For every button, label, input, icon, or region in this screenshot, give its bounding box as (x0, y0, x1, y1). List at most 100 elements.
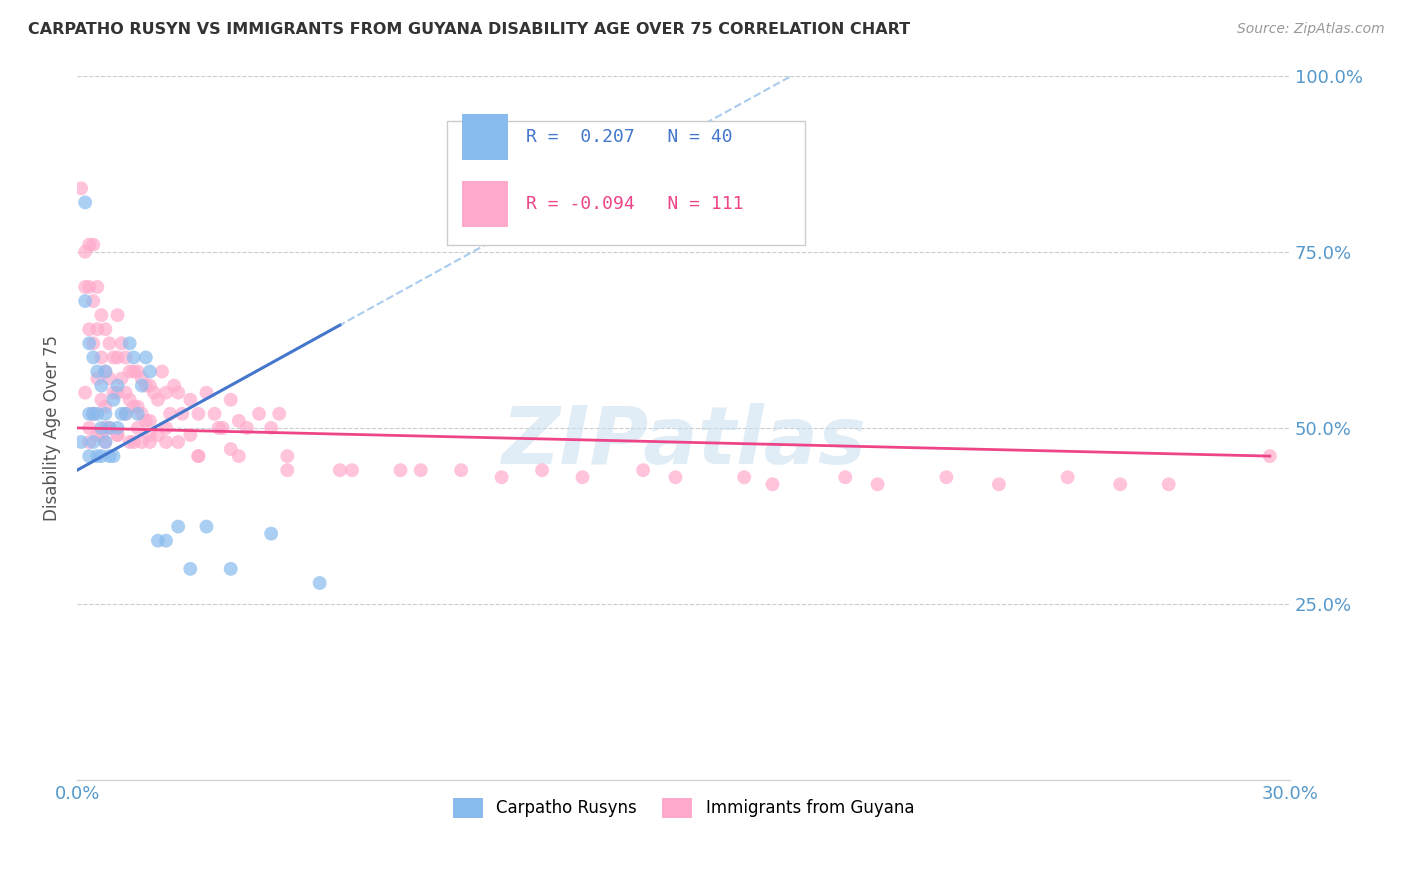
Point (195, 385, 218, 400)
Point (90, 308, 112, 322)
Point (139, 378, 162, 392)
Point (118, 435, 141, 450)
Point (1056, 470, 1078, 484)
Point (86, 280, 108, 294)
Point (131, 407, 153, 421)
Point (75, 385, 97, 400)
Point (204, 407, 226, 421)
Point (127, 365, 149, 379)
Point (107, 385, 129, 400)
Point (90, 428, 112, 442)
Point (866, 477, 889, 491)
Point (450, 463, 472, 477)
Point (70, 435, 93, 450)
Point (935, 470, 957, 484)
Point (260, 526, 283, 541)
Point (340, 463, 363, 477)
Point (228, 414, 250, 428)
Point (409, 463, 432, 477)
FancyBboxPatch shape (447, 121, 804, 244)
Point (77, 322, 100, 336)
Point (77, 336, 100, 351)
Point (131, 435, 153, 450)
Point (236, 421, 259, 435)
Point (179, 392, 201, 407)
Point (107, 428, 129, 442)
Text: R = -0.094   N = 111: R = -0.094 N = 111 (526, 195, 744, 213)
Point (139, 365, 162, 379)
Point (135, 351, 157, 365)
Point (172, 407, 194, 421)
Point (389, 463, 412, 477)
Point (127, 421, 149, 435)
Point (276, 449, 298, 463)
Point (86, 371, 108, 385)
Point (77, 280, 100, 294)
Point (118, 336, 141, 351)
Point (187, 407, 209, 421)
Point (139, 428, 162, 442)
Point (77, 407, 100, 421)
Point (94, 407, 117, 421)
Point (155, 533, 177, 548)
Point (207, 421, 229, 435)
Point (75, 244, 97, 259)
Point (131, 371, 153, 385)
Point (167, 385, 190, 400)
Point (114, 407, 136, 421)
Point (139, 414, 162, 428)
Point (179, 428, 201, 442)
Point (110, 407, 132, 421)
Point (114, 351, 136, 365)
Point (122, 400, 145, 414)
Point (110, 336, 132, 351)
Point (90, 351, 112, 365)
Point (733, 470, 755, 484)
Text: CARPATHO RUSYN VS IMMIGRANTS FROM GUYANA DISABILITY AGE OVER 75 CORRELATION CHAR: CARPATHO RUSYN VS IMMIGRANTS FROM GUYANA… (28, 22, 910, 37)
Point (75, 195, 97, 210)
Point (761, 477, 783, 491)
Point (82, 336, 104, 351)
Point (82, 435, 104, 450)
Point (155, 421, 177, 435)
Point (103, 385, 125, 400)
Point (75, 293, 97, 308)
Point (122, 365, 145, 379)
Point (834, 470, 856, 484)
Point (90, 378, 112, 392)
Point (86, 365, 108, 379)
Point (82, 351, 104, 365)
Point (94, 435, 117, 450)
Point (77, 237, 100, 252)
Point (103, 351, 125, 365)
Point (94, 400, 117, 414)
Point (90, 392, 112, 407)
Point (77, 435, 100, 450)
Point (531, 463, 554, 477)
Point (94, 322, 117, 336)
Point (103, 392, 125, 407)
Point (122, 351, 145, 365)
Point (82, 407, 104, 421)
Point (107, 378, 129, 392)
Point (98, 421, 121, 435)
Point (150, 365, 173, 379)
Point (491, 470, 513, 484)
Point (107, 351, 129, 365)
Text: Source: ZipAtlas.com: Source: ZipAtlas.com (1237, 22, 1385, 37)
Point (146, 533, 169, 548)
Point (187, 449, 209, 463)
Point (94, 365, 117, 379)
Point (187, 449, 209, 463)
Point (114, 407, 136, 421)
Point (142, 385, 165, 400)
Point (159, 407, 181, 421)
Point (98, 449, 121, 463)
Point (98, 336, 121, 351)
Point (127, 400, 149, 414)
Point (118, 365, 141, 379)
Point (107, 428, 129, 442)
Point (94, 365, 117, 379)
Point (146, 392, 169, 407)
Point (98, 421, 121, 435)
